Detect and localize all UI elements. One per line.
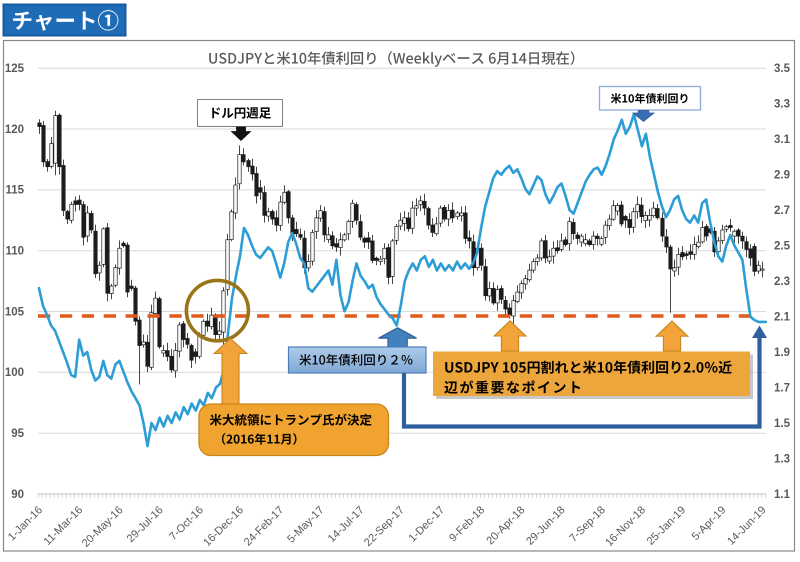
svg-text:115: 115 xyxy=(5,185,24,197)
svg-text:1.5: 1.5 xyxy=(774,418,791,430)
svg-text:3.5: 3.5 xyxy=(774,63,791,75)
svg-text:1.1: 1.1 xyxy=(774,489,791,501)
svg-text:120: 120 xyxy=(5,124,24,136)
svg-text:2.1: 2.1 xyxy=(774,311,791,323)
svg-text:2.9: 2.9 xyxy=(774,169,790,181)
svg-text:95: 95 xyxy=(11,428,24,440)
svg-text:1.3: 1.3 xyxy=(774,453,790,465)
svg-text:125: 125 xyxy=(5,63,25,75)
svg-text:1.9: 1.9 xyxy=(774,347,790,359)
svg-text:105: 105 xyxy=(5,306,25,318)
svg-text:90: 90 xyxy=(11,489,24,501)
svg-text:2.5: 2.5 xyxy=(774,240,791,252)
svg-text:3.1: 3.1 xyxy=(774,134,791,146)
svg-text:100: 100 xyxy=(5,367,24,379)
svg-text:110: 110 xyxy=(5,246,24,258)
svg-text:2.3: 2.3 xyxy=(774,276,790,288)
svg-text:2.7: 2.7 xyxy=(774,205,790,217)
svg-text:1.7: 1.7 xyxy=(774,382,790,394)
svg-text:3.3: 3.3 xyxy=(774,99,790,111)
